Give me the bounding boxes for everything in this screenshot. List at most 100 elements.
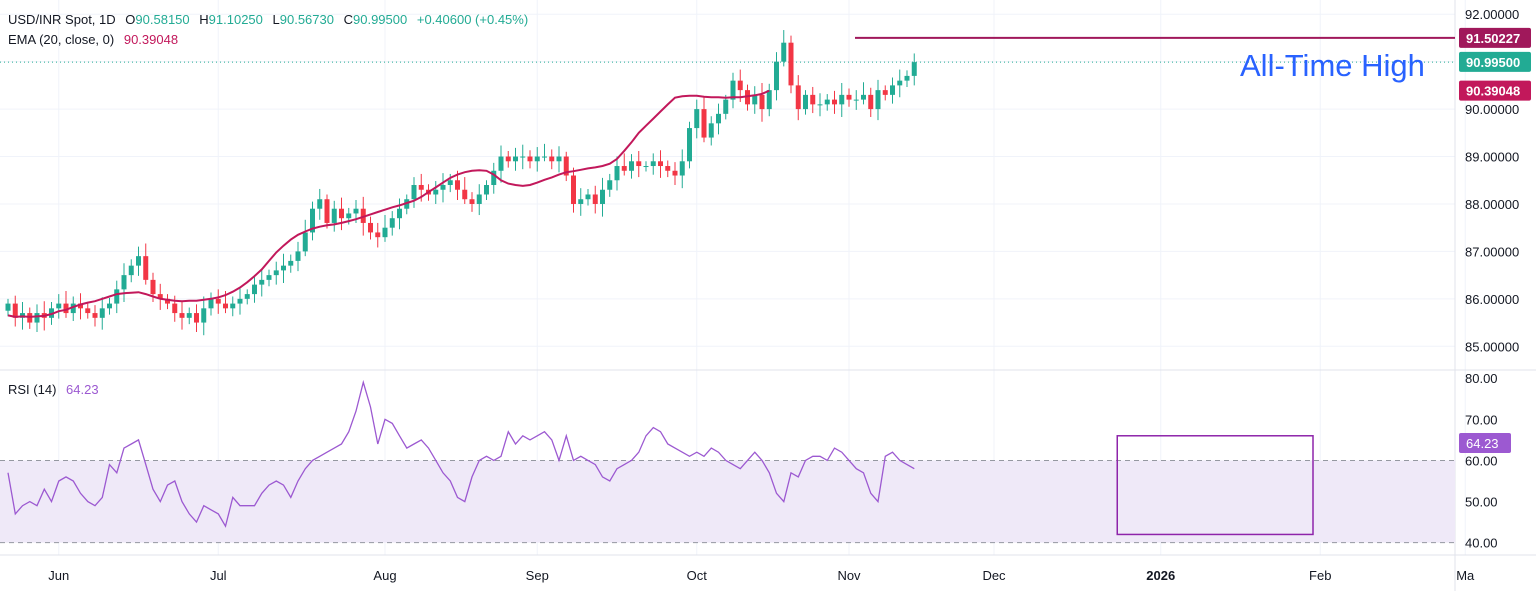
candle-body bbox=[128, 265, 134, 276]
candle-body bbox=[571, 175, 576, 204]
candle-body bbox=[411, 185, 417, 200]
candle-body bbox=[433, 189, 439, 195]
ema-label: EMA (20, close, 0) bbox=[8, 32, 114, 47]
candle-body bbox=[679, 161, 685, 176]
candle-body bbox=[766, 90, 772, 110]
candle-body bbox=[759, 94, 765, 110]
price-tick-label: 86.00000 bbox=[1465, 292, 1519, 307]
candle-body bbox=[810, 94, 816, 105]
rsi-tag-label: 64.23 bbox=[1466, 436, 1499, 451]
candle-body bbox=[527, 156, 533, 162]
candle-body bbox=[832, 99, 837, 105]
candle-body bbox=[288, 260, 294, 266]
candle-body bbox=[157, 294, 163, 299]
candle-body bbox=[194, 313, 199, 323]
close-value: 90.99500 bbox=[353, 12, 407, 27]
candle-body bbox=[34, 313, 40, 323]
candle-body bbox=[302, 232, 308, 252]
candle-body bbox=[397, 208, 402, 219]
candle-body bbox=[636, 161, 642, 167]
candle-body bbox=[875, 90, 881, 110]
legend-ohlc: USD/INR Spot, 1D O90.58150 H91.10250 L90… bbox=[8, 12, 528, 27]
candle-body bbox=[585, 194, 591, 200]
candle-body bbox=[578, 199, 584, 204]
candle-body bbox=[650, 161, 656, 167]
legend-ema: EMA (20, close, 0) 90.39048 bbox=[8, 32, 178, 47]
candle-body bbox=[469, 199, 475, 204]
price-tag-bg bbox=[1459, 80, 1531, 101]
candle-body bbox=[70, 303, 76, 314]
candle-body bbox=[56, 303, 62, 309]
candle-body bbox=[752, 94, 758, 105]
candle-body bbox=[687, 128, 692, 162]
candle-body bbox=[839, 94, 845, 105]
time-tick-label: 2026 bbox=[1146, 568, 1175, 583]
candle-body bbox=[803, 94, 808, 110]
candle-body bbox=[107, 303, 112, 309]
open-value: 90.58150 bbox=[135, 12, 189, 27]
candle-body bbox=[317, 199, 323, 209]
time-tick-label: Jul bbox=[210, 568, 227, 583]
candle-body bbox=[310, 208, 315, 233]
symbol-label: USD/INR Spot, 1D bbox=[8, 12, 116, 27]
price-tag-label: 90.99500 bbox=[1466, 55, 1520, 70]
candle-body bbox=[418, 185, 424, 190]
price-tick-label: 92.00000 bbox=[1465, 7, 1519, 22]
candle-body bbox=[897, 80, 903, 86]
price-tick-label: 85.00000 bbox=[1465, 339, 1519, 354]
candle-body bbox=[237, 298, 243, 304]
candle-body bbox=[498, 156, 504, 171]
candle-body bbox=[215, 298, 221, 304]
candle-body bbox=[273, 270, 279, 276]
rsi-label: RSI (14) bbox=[8, 382, 56, 397]
rsi-tag-bg bbox=[1459, 433, 1511, 454]
ema-polyline bbox=[7, 89, 770, 318]
candle-body bbox=[665, 166, 671, 171]
candle-body bbox=[476, 194, 482, 204]
candle-body bbox=[723, 99, 729, 114]
candle-body bbox=[788, 42, 794, 86]
candle-body bbox=[824, 99, 830, 105]
time-tick-label: Dec bbox=[982, 568, 1006, 583]
candle-body bbox=[368, 222, 373, 233]
candle-body bbox=[658, 161, 663, 167]
rsi-band-fill bbox=[0, 460, 1455, 543]
rsi-tick-label: 70.00 bbox=[1465, 412, 1498, 427]
candle-body bbox=[701, 109, 707, 138]
candle-body bbox=[484, 185, 489, 195]
candlesticks bbox=[5, 30, 917, 336]
price-tick-label: 89.00000 bbox=[1465, 150, 1519, 165]
candle-body bbox=[534, 156, 540, 162]
candle-body bbox=[259, 279, 265, 285]
candle-body bbox=[817, 104, 823, 106]
candle-body bbox=[201, 308, 207, 323]
candle-body bbox=[172, 303, 178, 314]
rsi-line bbox=[7, 379, 915, 528]
rsi-tick-label: 60.00 bbox=[1465, 453, 1498, 468]
price-tick-label: 87.00000 bbox=[1465, 244, 1519, 259]
candle-body bbox=[795, 85, 801, 110]
rsi-tick-label: 50.00 bbox=[1465, 495, 1498, 510]
candle-body bbox=[12, 303, 18, 318]
all-time-high-line bbox=[0, 36, 1455, 63]
time-tick-label: Oct bbox=[687, 568, 708, 583]
candle-body bbox=[853, 99, 859, 101]
candle-body bbox=[592, 194, 598, 204]
price-tag-label: 91.50227 bbox=[1466, 31, 1520, 46]
time-tick-label: Ma bbox=[1456, 568, 1475, 583]
candle-body bbox=[186, 313, 192, 318]
candle-body bbox=[882, 90, 888, 95]
candle-body bbox=[520, 156, 526, 158]
candle-body bbox=[85, 308, 91, 314]
legend-rsi: RSI (14) 64.23 bbox=[8, 382, 99, 397]
candle-body bbox=[389, 218, 395, 228]
price-tag-bg bbox=[1459, 51, 1531, 72]
candle-body bbox=[78, 303, 83, 309]
candle-body bbox=[643, 166, 649, 168]
candle-body bbox=[629, 161, 634, 171]
candle-body bbox=[694, 109, 700, 129]
candle-body bbox=[542, 156, 547, 158]
candle-body bbox=[447, 180, 453, 185]
candle-body bbox=[143, 256, 149, 280]
